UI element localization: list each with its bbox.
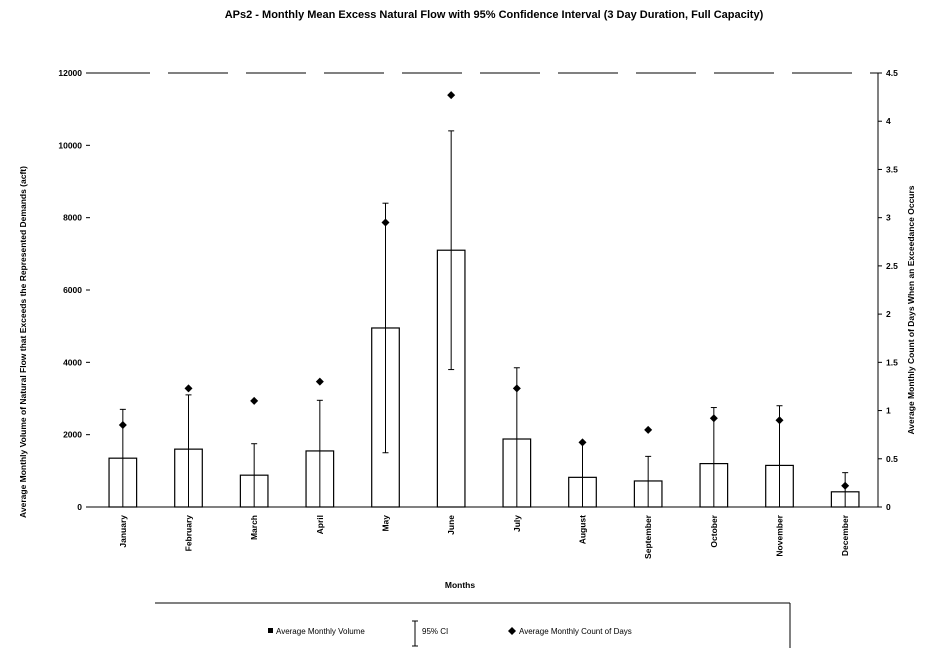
count-point-december [841, 481, 850, 490]
right-tick-label: 4 [886, 116, 891, 126]
category-label-december: December [840, 514, 850, 556]
legend-volume-marker [268, 628, 273, 633]
right-tick-label: 1 [886, 406, 891, 416]
count-point-november [775, 416, 784, 425]
count-point-january [118, 421, 127, 430]
count-point-february [184, 384, 193, 393]
right-tick-label: 3 [886, 213, 891, 223]
category-label-january: January [118, 515, 128, 548]
category-label-november: November [775, 514, 785, 556]
left-axis-ticks: 0 2000 4000 6000 8000 10000 12000 [58, 68, 90, 512]
left-tick-label: 6000 [63, 285, 82, 295]
category-label-july: July [512, 515, 522, 532]
category-label-march: March [249, 515, 259, 540]
y-axis-title: Average Monthly Volume of Natural Flow t… [18, 166, 28, 518]
left-tick-label: 12000 [58, 68, 82, 78]
y2-axis-title: Average Monthly Count of Days When an Ex… [906, 185, 916, 434]
right-tick-label: 0 [886, 502, 891, 512]
count-series [118, 91, 850, 490]
count-point-april [315, 377, 324, 386]
left-tick-label: 2000 [63, 430, 82, 440]
count-point-june [447, 91, 456, 100]
category-label-october: October [709, 514, 719, 547]
legend-count-marker [508, 627, 516, 635]
count-point-september [644, 425, 653, 434]
right-tick-label: 1.5 [886, 357, 898, 367]
category-label-may: May [381, 515, 391, 532]
error-bar-series [119, 130, 849, 507]
right-tick-label: 0.5 [886, 454, 898, 464]
bar-series [108, 249, 860, 508]
category-label-june: June [446, 515, 456, 535]
category-label-september: September [643, 514, 653, 559]
count-point-may [381, 218, 390, 227]
right-tick-label: 2.5 [886, 261, 898, 271]
x-axis-tick-labels: January February March April May June July Augu… [118, 514, 850, 559]
count-point-july [512, 384, 521, 393]
right-tick-label: 3.5 [886, 164, 898, 174]
legend-ci-marker [412, 620, 418, 647]
category-label-april: April [315, 515, 325, 534]
legend-volume-label: Average Monthly Volume [276, 627, 365, 636]
chart-title: APs2 - Monthly Mean Excess Natural Flow … [225, 9, 764, 21]
right-axis-ticks: 0 0.5 1 1.5 2 2.5 3 3.5 4 4.5 [878, 68, 898, 512]
x-axis-title: Months [445, 580, 475, 590]
left-tick-label: 4000 [63, 357, 82, 367]
left-tick-label: 10000 [58, 140, 82, 150]
legend-ci-label: 95% CI [422, 627, 448, 636]
right-tick-label: 4.5 [886, 68, 898, 78]
count-point-august [578, 438, 587, 447]
legend-count-label: Average Monthly Count of Days [519, 627, 632, 636]
left-tick-label: 0 [77, 502, 82, 512]
category-label-february: February [184, 515, 194, 552]
legend: Average Monthly Volume 95% CI Average Mo… [155, 602, 791, 648]
plot-frame [90, 72, 879, 508]
count-point-october [709, 414, 718, 423]
count-point-march [250, 396, 259, 405]
category-label-august: August [578, 515, 588, 544]
right-tick-label: 2 [886, 309, 891, 319]
left-tick-label: 8000 [63, 213, 82, 223]
